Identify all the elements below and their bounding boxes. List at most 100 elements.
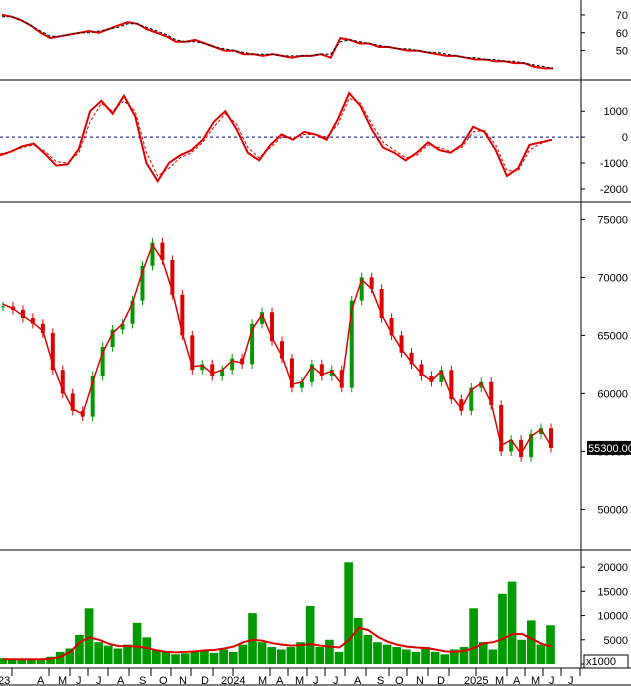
price-candle (549, 428, 553, 448)
price-candle (70, 393, 75, 411)
volume-bar (488, 649, 498, 664)
volume-bar (0, 658, 7, 664)
y-tick-label: 60 (616, 28, 628, 40)
volume-moving-average (3, 626, 552, 661)
volume-bar (373, 642, 382, 664)
volume-unit-label: x1000 (586, 656, 616, 668)
volume-bar (507, 581, 517, 664)
y-tick-label: -2000 (600, 184, 628, 196)
price-candle (120, 323, 125, 330)
price-candle (419, 364, 424, 376)
volume-bar (171, 654, 180, 664)
x-tick-label: O (395, 675, 404, 686)
x-tick-label: A (354, 675, 362, 686)
volume-bar (36, 660, 46, 664)
price-moving-average (2, 243, 552, 456)
rsi-signal-line (2, 16, 554, 69)
volume-bar (94, 642, 103, 664)
price-candle (170, 260, 175, 295)
price-candle (429, 376, 434, 382)
volume-bar (65, 648, 75, 664)
x-tick-label: J (76, 675, 82, 686)
last-price-box (587, 440, 631, 455)
x-tick-label: M (495, 675, 504, 686)
volume-bar (103, 645, 113, 664)
volume-bar (152, 649, 161, 664)
volume-bars (0, 562, 555, 664)
price-candle (409, 352, 414, 365)
x-tick-label: N (416, 675, 424, 686)
price-candle (160, 242, 165, 260)
volume-bar (440, 654, 450, 664)
price-candle (130, 300, 135, 324)
volume-bar (392, 647, 402, 664)
x-tick-label: A (513, 675, 521, 686)
volume-bar (55, 651, 65, 664)
price-candle (469, 387, 474, 411)
y-tick-label: 1000 (604, 106, 628, 118)
macd-signal-line (0, 97, 553, 177)
price-candle (200, 364, 205, 371)
volume-bar (84, 608, 94, 664)
x-tick-label: M (58, 675, 67, 686)
price-candle (319, 364, 324, 376)
volume-bar (517, 639, 527, 664)
price-candle (140, 265, 145, 301)
x-tick-label: M (258, 675, 267, 686)
price-candles (1, 237, 553, 462)
volume-bar (334, 651, 344, 664)
volume-bar (325, 639, 334, 664)
price-candle (180, 294, 185, 336)
x-tick-label: J (96, 675, 102, 686)
volume-bar (132, 622, 142, 664)
price-candle (40, 323, 45, 334)
price-candle (1, 306, 5, 308)
price-candle (250, 323, 255, 365)
x-tick-label: M (531, 675, 540, 686)
y-tick-label: 65000 (597, 330, 628, 342)
price-candle (90, 376, 95, 417)
volume-bar (430, 651, 440, 664)
volume-bar (200, 650, 209, 664)
y-tick-label: 10000 (597, 611, 628, 623)
volume-bar (363, 634, 373, 664)
x-tick-label: A (37, 675, 45, 686)
x-tick-label: J (568, 675, 574, 686)
x-tick-label: D (201, 675, 209, 686)
x-tick-label: N (179, 675, 187, 686)
volume-bar (401, 649, 411, 664)
y-tick-label: 50 (616, 46, 628, 58)
price-candle (210, 364, 215, 376)
rsi-panel: 50 60 70 (1, 10, 628, 70)
volume-bar (546, 625, 555, 664)
y-tick-label: 5000 (604, 635, 628, 647)
price-candle (369, 277, 374, 289)
price-candle (150, 242, 155, 266)
price-candle (389, 318, 394, 336)
price-candle (100, 347, 105, 376)
price-candle (309, 364, 314, 382)
volume-bar (382, 644, 392, 664)
x-tick-label: A (117, 675, 125, 686)
volume-bar (421, 647, 430, 664)
volume-bar (248, 613, 257, 664)
volume-bar (257, 642, 267, 664)
price-candle (539, 428, 544, 434)
volume-bar (478, 642, 488, 664)
volume-bar (353, 617, 363, 664)
price-candle (279, 341, 284, 359)
x-tick-label: 2024 (221, 675, 245, 686)
volume-bar (190, 651, 200, 664)
volume-bar (123, 644, 132, 664)
volume-bar (411, 651, 421, 664)
price-panel: 50000550006000065000700007500055300.00 (1, 214, 631, 516)
volume-bar (228, 651, 238, 664)
volume-bar (7, 659, 17, 664)
x-tick-label: A (276, 675, 284, 686)
price-candle (499, 405, 504, 452)
volume-bar (113, 648, 123, 664)
volume-bar (27, 658, 36, 664)
price-candle (459, 399, 464, 411)
y-tick-label: 70 (616, 10, 628, 22)
